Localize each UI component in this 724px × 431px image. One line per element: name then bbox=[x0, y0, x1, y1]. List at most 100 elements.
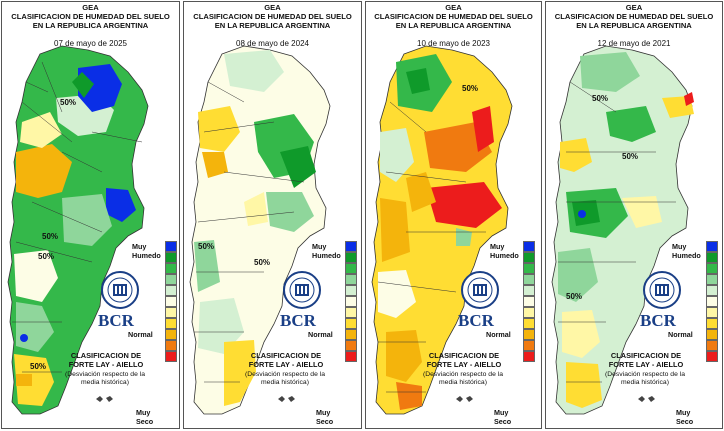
title-republica: EN LA REPUBLICA ARGENTINA bbox=[576, 21, 692, 30]
legend-normal-label: Normal bbox=[668, 330, 693, 339]
classification-label: CLASIFICACION DE FORTE LAY - AIELLO bbox=[426, 351, 502, 369]
title-gea: GEA bbox=[264, 3, 281, 12]
legend-normal-label: Normal bbox=[128, 330, 153, 339]
title-republica: EN LA REPUBLICA ARGENTINA bbox=[214, 21, 331, 30]
panel-date: 10 de mayo de 2023 bbox=[417, 39, 490, 48]
iso-label: 50% bbox=[60, 98, 77, 107]
deviation-note: (Desviación respecto de la media históri… bbox=[604, 371, 686, 386]
legend-swatch bbox=[706, 296, 718, 307]
map-panel-2021: GEA CLASIFICACION DE HUMEDAD DEL SUELO E… bbox=[545, 1, 723, 429]
legend-swatch bbox=[345, 285, 357, 296]
legend-swatch bbox=[706, 285, 718, 296]
deviation-note: (Desviación respecto de la media históri… bbox=[422, 371, 504, 386]
title-gea: GEA bbox=[625, 3, 643, 12]
legend-swatch bbox=[706, 241, 718, 252]
legend-swatch bbox=[706, 252, 718, 263]
classification-label: CLASIFICACION DE FORTE LAY - AIELLO bbox=[608, 351, 684, 369]
legend-swatch bbox=[706, 263, 718, 274]
bcr-logo-text: BCR bbox=[640, 311, 676, 330]
classification-label: CLASIFICACION DE FORTE LAY - AIELLO bbox=[248, 351, 324, 369]
moisture-legend bbox=[345, 241, 357, 362]
legend-dry-label: Muy Seco bbox=[676, 408, 694, 426]
legend-swatch bbox=[165, 285, 177, 296]
legend-swatch bbox=[345, 252, 357, 263]
moisture-legend bbox=[706, 241, 718, 362]
legend-swatch bbox=[706, 318, 718, 329]
legend-swatch bbox=[165, 351, 177, 362]
legend-swatch bbox=[165, 263, 177, 274]
legend-swatch bbox=[523, 307, 535, 318]
legend-swatch bbox=[165, 340, 177, 351]
malvinas-islands-icon bbox=[278, 396, 295, 402]
panel-date: 07 de mayo de 2025 bbox=[54, 39, 127, 48]
bcr-seal-logo bbox=[283, 271, 321, 309]
legend-swatch bbox=[165, 329, 177, 340]
panel-title: GEA CLASIFICACION DE HUMEDAD DEL SUELO E… bbox=[366, 3, 541, 30]
legend-dry-label: Muy Seco bbox=[494, 408, 512, 426]
map-panel-2023: GEA CLASIFICACION DE HUMEDAD DEL SUELO E… bbox=[365, 1, 542, 429]
legend-swatch bbox=[706, 307, 718, 318]
legend-swatch bbox=[523, 274, 535, 285]
legend-humid-label: Muy Humedo bbox=[132, 242, 161, 260]
legend-humid-label: Muy Humedo bbox=[490, 242, 519, 260]
legend-swatch bbox=[165, 241, 177, 252]
title-gea: GEA bbox=[445, 3, 462, 12]
malvinas-islands-icon bbox=[456, 396, 473, 402]
legend-swatch bbox=[706, 351, 718, 362]
moisture-legend bbox=[165, 241, 177, 362]
legend-swatch bbox=[345, 329, 357, 340]
iso-label: 50% bbox=[462, 84, 479, 93]
bcr-logo-text: BCR bbox=[458, 311, 494, 330]
soil-moisture-map bbox=[371, 45, 513, 415]
legend-swatch bbox=[523, 351, 535, 362]
legend-swatch bbox=[523, 296, 535, 307]
legend-swatch bbox=[523, 241, 535, 252]
title-clasificacion: CLASIFICACION DE HUMEDAD DEL SUELO bbox=[193, 12, 352, 21]
legend-swatch bbox=[523, 329, 535, 340]
legend-swatch bbox=[523, 318, 535, 329]
title-clasificacion: CLASIFICACION DE HUMEDAD DEL SUELO bbox=[554, 12, 714, 21]
legend-swatch bbox=[165, 318, 177, 329]
panel-title: GEA CLASIFICACION DE HUMEDAD DEL SUELO E… bbox=[546, 3, 722, 30]
legend-swatch bbox=[345, 241, 357, 252]
iso-label: 50% bbox=[622, 152, 639, 161]
panel-title: GEA CLASIFICACION DE HUMEDAD DEL SUELO E… bbox=[2, 3, 179, 30]
malvinas-islands-icon bbox=[638, 396, 655, 402]
legend-swatch bbox=[706, 329, 718, 340]
legend-swatch bbox=[706, 340, 718, 351]
title-clasificacion: CLASIFICACION DE HUMEDAD DEL SUELO bbox=[11, 12, 170, 21]
legend-normal-label: Normal bbox=[308, 330, 333, 339]
iso-label: 50% bbox=[42, 232, 59, 241]
iso-label: 50% bbox=[254, 258, 271, 267]
map-panel-2024: GEA CLASIFICACION DE HUMEDAD DEL SUELO E… bbox=[183, 1, 362, 429]
legend-swatch bbox=[345, 340, 357, 351]
panel-title: GEA CLASIFICACION DE HUMEDAD DEL SUELO E… bbox=[184, 3, 361, 30]
legend-swatch bbox=[165, 252, 177, 263]
legend-dry-label: Muy Seco bbox=[316, 408, 334, 426]
legend-normal-label: Normal bbox=[486, 330, 511, 339]
map-panel-2025: GEA CLASIFICACION DE HUMEDAD DEL SUELO E… bbox=[1, 1, 180, 429]
bcr-logo-text: BCR bbox=[98, 311, 134, 330]
title-clasificacion: CLASIFICACION DE HUMEDAD DEL SUELO bbox=[374, 12, 533, 21]
bcr-logo-text: BCR bbox=[280, 311, 316, 330]
legend-swatch bbox=[523, 285, 535, 296]
panel-date: 08 de mayo de 2024 bbox=[236, 39, 309, 48]
title-republica: EN LA REPUBLICA ARGENTINA bbox=[32, 21, 149, 30]
legend-swatch bbox=[165, 274, 177, 285]
legend-swatch bbox=[345, 307, 357, 318]
deviation-note: (Desviación respecto de la media históri… bbox=[244, 371, 326, 386]
legend-humid-label: Muy Humedo bbox=[672, 242, 701, 260]
iso-label: 50% bbox=[566, 292, 583, 301]
iso-label: 50% bbox=[198, 242, 215, 251]
bcr-seal-logo bbox=[643, 271, 681, 309]
iso-label: 50% bbox=[30, 362, 47, 371]
legend-dry-label: Muy Seco bbox=[136, 408, 154, 426]
legend-swatch bbox=[523, 340, 535, 351]
legend-swatch bbox=[345, 263, 357, 274]
malvinas-islands-icon bbox=[96, 396, 113, 402]
soil-moisture-map bbox=[551, 45, 694, 415]
legend-humid-label: Muy Humedo bbox=[312, 242, 341, 260]
iso-label: 50% bbox=[592, 94, 609, 103]
title-republica: EN LA REPUBLICA ARGENTINA bbox=[395, 21, 512, 30]
legend-swatch bbox=[345, 296, 357, 307]
